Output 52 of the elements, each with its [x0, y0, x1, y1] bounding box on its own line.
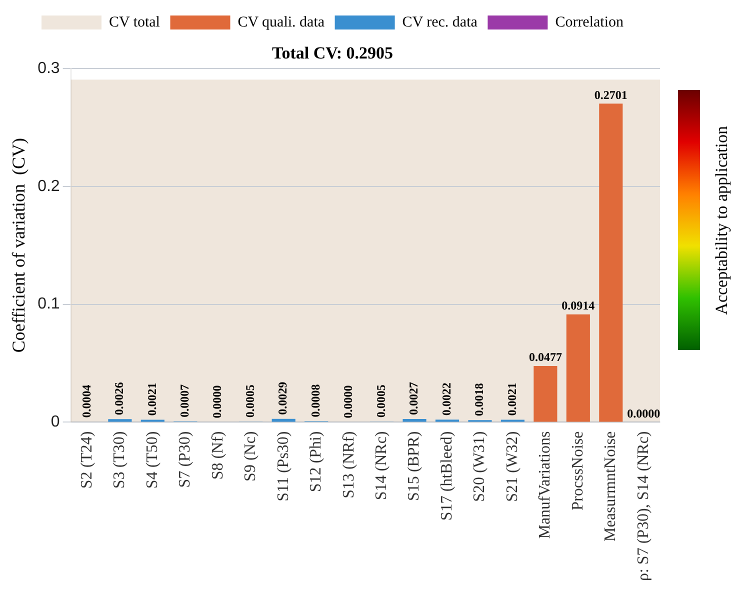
- y-tick-label: 0: [50, 414, 60, 431]
- x-tick-label: S8 (Nf): [209, 431, 226, 480]
- data-label: 0.0005: [374, 384, 388, 418]
- x-tick-label: S2 (T24): [78, 431, 96, 489]
- chart-title: Total CV: 0.2905: [272, 44, 394, 63]
- x-tick-label: S9 (Nc): [242, 431, 260, 482]
- data-label: 0.0021: [144, 382, 159, 416]
- x-tick-label: S4 (T50): [144, 431, 161, 489]
- x-tick-label: MeasurmntNoise: [602, 431, 620, 542]
- data-label: 0.0477: [528, 350, 562, 364]
- x-tick-label: S15 (BPR): [406, 431, 423, 502]
- x-tick-label: S3 (T30): [111, 431, 128, 489]
- data-label: 0.0004: [79, 384, 94, 418]
- legend-label: CV quali. data: [238, 14, 325, 30]
- x-tick-label: ManufVariations: [536, 431, 554, 539]
- data-label: 0.0027: [406, 382, 421, 416]
- bar: [534, 366, 558, 422]
- y-axis-title: Coefficient of variation (CV): [8, 138, 29, 353]
- x-tick-label: ProcssNoise: [569, 431, 586, 510]
- y-tick-label: 0.1: [38, 296, 60, 313]
- x-tick-label: S20 (W31): [471, 431, 488, 502]
- x-tick-label: S14 (NRc): [372, 431, 390, 500]
- data-label: 0.0000: [341, 385, 356, 418]
- legend-label: CV total: [109, 14, 160, 30]
- legend-label: Correlation: [555, 14, 624, 30]
- bar: [599, 104, 623, 422]
- data-label: 0.0000: [627, 406, 660, 420]
- x-tick-label: S13 (NRf): [340, 431, 358, 498]
- data-label: 0.0021: [504, 382, 519, 416]
- x-tick-label: S7 (P30): [176, 431, 194, 488]
- data-label: 0.0007: [177, 384, 192, 418]
- data-label: 0.0008: [308, 384, 322, 418]
- bar: [566, 314, 590, 422]
- data-label: 0.0029: [276, 382, 290, 415]
- x-tick-label: S12 (Phi): [308, 431, 325, 492]
- data-label: 0.0026: [112, 382, 126, 416]
- x-tick-label: S17 (htBleed): [438, 431, 456, 521]
- x-tick-label: ρ: S7 (P30), S14 (NRc): [634, 431, 652, 581]
- bar: [402, 419, 426, 422]
- y-tick-label: 0.3: [38, 60, 60, 77]
- data-label: 0.0000: [210, 385, 224, 418]
- legend-label: CV rec. data: [402, 14, 478, 30]
- bar: [108, 419, 132, 422]
- data-label: 0.2701: [594, 88, 628, 102]
- x-tick-label: S11 (Ps30): [274, 431, 292, 502]
- data-label: 0.0022: [439, 382, 454, 416]
- data-label: 0.0018: [472, 383, 486, 416]
- y-tick-label: 0.2: [38, 178, 60, 195]
- color-bar-title: Acceptability to application: [712, 126, 732, 314]
- data-label: 0.0005: [242, 384, 257, 418]
- data-label: 0.0914: [562, 298, 595, 313]
- x-tick-label: S21 (W32): [504, 431, 521, 502]
